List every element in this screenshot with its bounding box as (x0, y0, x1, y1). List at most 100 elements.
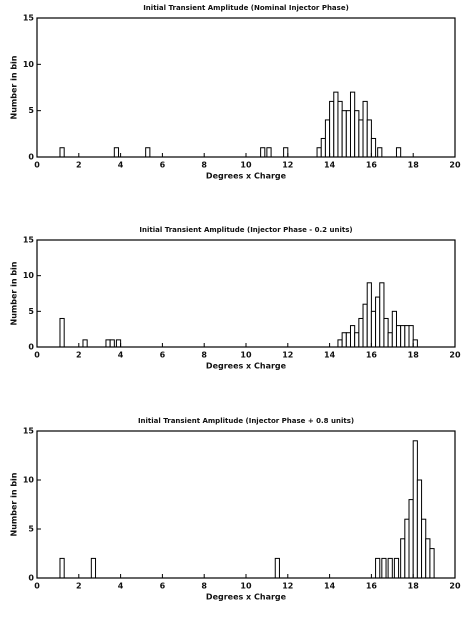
x-tick-label: 16 (366, 582, 378, 591)
bar (412, 339, 418, 348)
bar (349, 325, 356, 348)
y-tick-label: 5 (28, 525, 34, 534)
x-tick-label: 18 (408, 161, 420, 170)
x-tick-label: 20 (449, 582, 461, 591)
bar (349, 91, 356, 158)
x-tick-label: 18 (408, 582, 420, 591)
bar (324, 119, 331, 158)
plot-frame (36, 17, 456, 158)
bar (381, 557, 387, 579)
y-tick-label: 5 (28, 307, 34, 316)
bar (59, 147, 65, 158)
bar (416, 479, 423, 579)
x-tick-label: 10 (240, 161, 252, 170)
bar (341, 332, 347, 348)
bar (115, 339, 122, 348)
bar (412, 440, 418, 579)
bar (105, 339, 111, 348)
x-tick-label: 4 (118, 582, 124, 591)
x-tick-label: 12 (282, 161, 293, 170)
y-tick-label: 15 (23, 236, 35, 245)
y-tick-label: 10 (23, 271, 35, 280)
chart-title: Initial Transient Amplitude (Injector Ph… (138, 417, 354, 425)
bar (387, 332, 393, 348)
y-axis-label: Number in bin (10, 55, 19, 119)
x-tick-label: 14 (324, 351, 336, 360)
x-tick-label: 6 (160, 351, 166, 360)
bar (354, 332, 360, 348)
y-tick-label: 15 (23, 427, 35, 436)
bar (59, 557, 65, 579)
x-tick-label: 8 (201, 582, 207, 591)
x-tick-label: 6 (160, 582, 166, 591)
bar (404, 518, 410, 579)
y-axis-label: Number in bin (10, 472, 19, 536)
bar (395, 325, 402, 348)
plot-frame (36, 430, 456, 579)
bar (113, 147, 120, 158)
x-tick-label: 14 (324, 161, 336, 170)
y-tick-label: 0 (28, 153, 34, 162)
bar (341, 110, 347, 158)
y-tick-label: 0 (28, 343, 34, 352)
chart-title: Initial Transient Amplitude (Nominal Inj… (143, 4, 349, 12)
bar (391, 310, 397, 348)
bar (337, 100, 343, 158)
y-axis-label: Number in bin (10, 261, 19, 325)
x-tick-label: 4 (118, 161, 124, 170)
x-tick-label: 2 (76, 161, 82, 170)
bar (354, 110, 360, 158)
bar (370, 137, 377, 158)
bar (370, 310, 377, 348)
x-tick-label: 8 (201, 161, 207, 170)
x-axis-label: Degrees x Charge (206, 172, 287, 181)
bar (377, 147, 383, 158)
bar (395, 147, 402, 158)
bar (59, 317, 65, 348)
y-tick-label: 10 (23, 476, 35, 485)
bar (283, 147, 289, 158)
bar (260, 147, 266, 158)
x-tick-label: 6 (160, 161, 166, 170)
bar (329, 100, 335, 158)
bar (366, 282, 372, 348)
x-tick-label: 0 (34, 351, 40, 360)
bar (375, 557, 381, 579)
x-tick-label: 2 (76, 351, 82, 360)
bar (400, 538, 406, 579)
x-axis-label: Degrees x Charge (206, 362, 287, 371)
bar (266, 147, 272, 158)
x-tick-label: 10 (240, 351, 252, 360)
x-tick-label: 12 (282, 351, 293, 360)
x-axis-label: Degrees x Charge (206, 593, 287, 602)
bar (400, 325, 406, 348)
bar (393, 557, 400, 579)
bar (429, 548, 435, 579)
bar (383, 317, 389, 348)
bar (333, 91, 339, 158)
bar (362, 100, 368, 158)
bar (379, 282, 385, 348)
bar (345, 110, 352, 158)
x-tick-label: 8 (201, 351, 207, 360)
y-tick-label: 10 (23, 60, 35, 69)
bar (145, 147, 151, 158)
bar (404, 325, 410, 348)
bar (358, 317, 364, 348)
chart-title: Initial Transient Amplitude (Injector Ph… (139, 226, 352, 234)
x-tick-label: 12 (282, 582, 293, 591)
bar (425, 538, 431, 579)
x-tick-label: 18 (408, 351, 420, 360)
bar (320, 137, 326, 158)
bar (274, 557, 280, 579)
x-tick-label: 14 (324, 582, 336, 591)
x-tick-label: 16 (366, 351, 378, 360)
x-tick-label: 0 (34, 582, 40, 591)
y-tick-label: 0 (28, 574, 34, 583)
bar (408, 499, 414, 579)
bar (358, 119, 364, 158)
bar (408, 325, 414, 348)
bar (387, 557, 393, 579)
bar (362, 303, 368, 348)
